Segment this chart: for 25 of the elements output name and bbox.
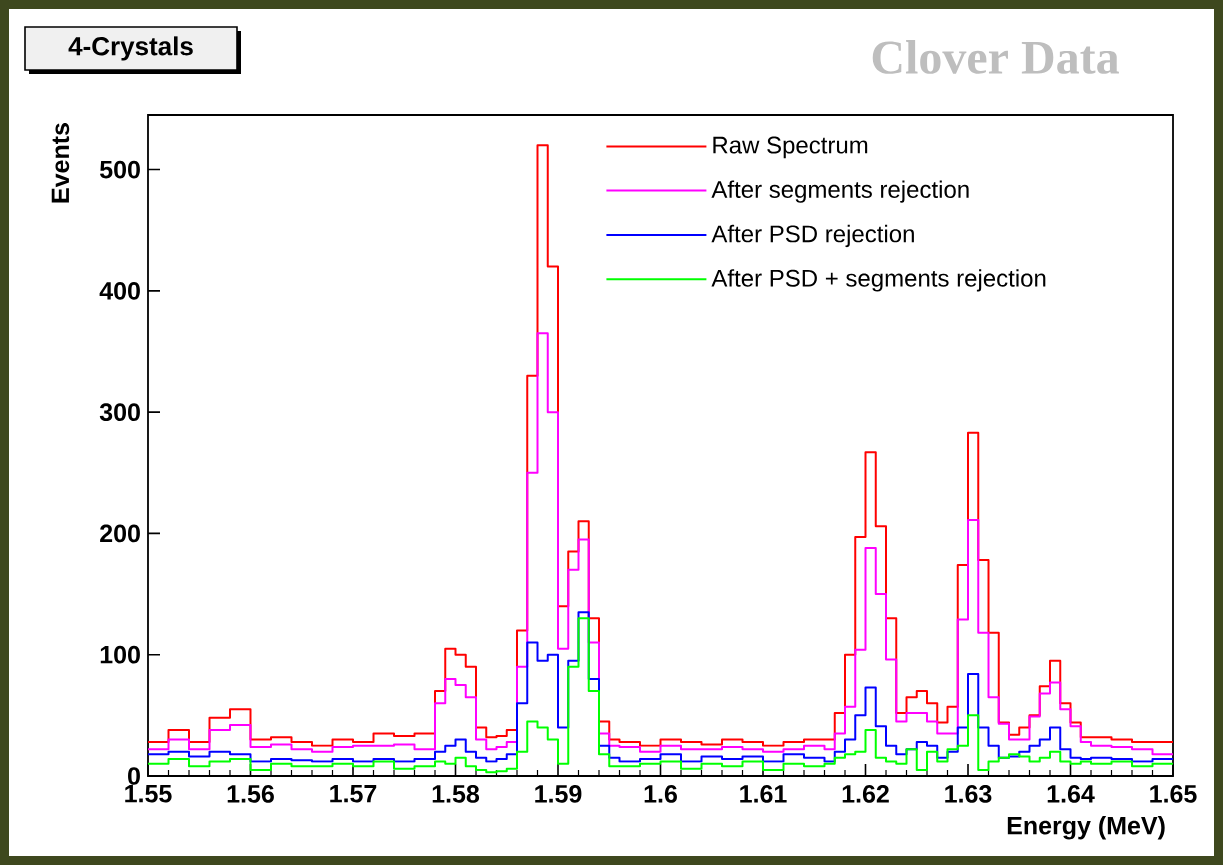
x-tick-label: 1.63 <box>945 785 992 803</box>
text: Clover Data <box>872 40 1119 74</box>
x-tick-label: 1.55 <box>125 785 172 803</box>
chart-title: 4-Crystals <box>68 36 193 61</box>
x-tick-label: 1.56 <box>227 785 274 803</box>
y-tick-label: 500 <box>100 160 140 179</box>
y-tick-label: 400 <box>99 282 140 300</box>
y-axis-title: Events <box>51 123 70 203</box>
x-tick-label: 1.64 <box>1047 785 1095 803</box>
legend-label: Raw Spectrum <box>713 136 868 159</box>
y-tick-label: 200 <box>100 524 140 543</box>
x-axis-title: Energy (MeV) <box>1007 816 1165 840</box>
x-tick-label: 1.65 <box>1150 785 1197 803</box>
legend-label: After PSD rejection <box>711 224 914 248</box>
x-tick-label: 1.58 <box>432 785 480 803</box>
legend-label: After segments rejection <box>711 180 969 203</box>
x-tick-label: 1.6 <box>644 785 677 803</box>
y-tick-label: 100 <box>100 645 140 664</box>
y-tick-label: 0 <box>128 767 140 785</box>
x-tick-label: 1.57 <box>330 785 377 803</box>
legend-label: After PSD + segments rejection <box>711 269 1046 292</box>
x-tick-label: 1.62 <box>842 785 889 803</box>
x-tick-label: 1.61 <box>740 785 787 803</box>
y-tick-label: 300 <box>99 403 140 421</box>
x-tick-label: 1.59 <box>535 785 582 803</box>
